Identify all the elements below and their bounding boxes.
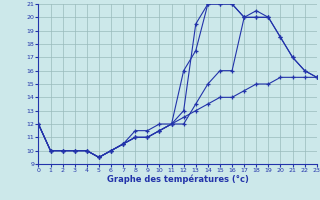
- X-axis label: Graphe des températures (°c): Graphe des températures (°c): [107, 175, 249, 184]
